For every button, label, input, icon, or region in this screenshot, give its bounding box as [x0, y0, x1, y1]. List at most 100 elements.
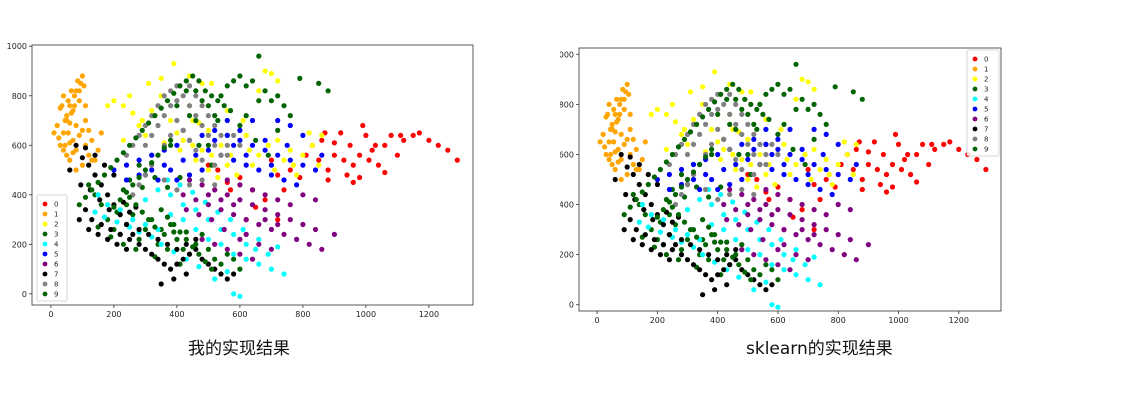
scatter-point-cluster-4	[781, 267, 787, 273]
scatter-point-cluster-3	[781, 91, 787, 97]
scatter-point-cluster-5	[249, 117, 256, 124]
scatter-point-cluster-2	[793, 161, 799, 168]
scatter-point-cluster-4	[253, 246, 259, 252]
scatter-point-cluster-3	[212, 113, 218, 119]
scatter-point-cluster-6	[775, 207, 781, 213]
scatter-point-cluster-5	[769, 166, 775, 173]
scatter-point-cluster-0	[901, 156, 908, 163]
legend-label-0: 0	[984, 56, 988, 64]
scatter-point-cluster-9	[654, 214, 660, 220]
scatter-point-cluster-6	[243, 231, 249, 237]
scatter-point-cluster-7	[672, 242, 679, 248]
scatter-point-cluster-8	[709, 111, 715, 117]
scatter-point-cluster-1	[89, 137, 95, 143]
scatter-point-cluster-7	[666, 257, 672, 263]
scatter-point-cluster-6	[237, 251, 243, 257]
scatter-point-cluster-7	[769, 282, 775, 288]
scatter-point-cluster-2	[177, 147, 183, 153]
scatter-point-cluster-6	[751, 196, 757, 203]
scatter-point-cluster-4	[736, 274, 742, 280]
y-tick-label: 400	[560, 201, 574, 210]
scatter-point-cluster-7	[757, 282, 763, 288]
scatter-point-cluster-2	[246, 147, 252, 153]
scatter-point-cluster-7	[642, 232, 648, 238]
scatter-point-cluster-0	[905, 151, 911, 158]
scatter-point-cluster-6	[793, 232, 799, 238]
legend-marker-3	[42, 231, 48, 237]
scatter-point-cluster-1	[56, 135, 62, 141]
scatter-point-cluster-1	[75, 78, 81, 84]
scatter-point-cluster-3	[243, 83, 249, 89]
scatter-point-cluster-2	[772, 181, 778, 188]
scatter-point-cluster-2	[709, 126, 715, 132]
legend-label-4: 4	[54, 241, 59, 249]
scatter-point-cluster-2	[224, 162, 230, 168]
scatter-point-cluster-1	[620, 86, 626, 92]
scatter-point-cluster-5	[751, 146, 757, 152]
scatter-point-cluster-2	[268, 70, 274, 77]
scatter-point-cluster-6	[218, 207, 224, 213]
scatter-point-cluster-9	[127, 142, 133, 148]
scatter-point-cluster-8	[727, 191, 733, 198]
scatter-point-cluster-3	[787, 86, 793, 92]
scatter-point-cluster-3	[183, 229, 189, 235]
scatter-point-cluster-7	[715, 257, 721, 263]
axes-frame	[31, 44, 474, 306]
x-tick-label: 1000	[356, 310, 376, 319]
scatter-point-cluster-4	[721, 212, 727, 218]
scatter-point-cluster-6	[781, 242, 787, 248]
scatter-point-cluster-1	[603, 151, 609, 158]
scatter-point-cluster-2	[739, 156, 745, 163]
scatter-point-cluster-3	[703, 242, 709, 248]
scatter-point-cluster-1	[609, 126, 615, 132]
scatter-point-cluster-4	[757, 252, 763, 258]
scatter-point-cluster-1	[60, 147, 67, 153]
scatter-point-cluster-6	[249, 256, 256, 262]
scatter-point-cluster-3	[793, 106, 799, 112]
scatter-point-cluster-4	[718, 191, 724, 198]
legend-label-6: 6	[54, 261, 59, 269]
scatter-point-cluster-2	[130, 110, 136, 116]
scatter-point-cluster-3	[757, 101, 763, 107]
scatter-point-cluster-2	[748, 89, 754, 95]
scatter-point-cluster-5	[769, 151, 775, 158]
scatter-point-cluster-6	[281, 231, 287, 237]
scatter-point-cluster-9	[202, 88, 208, 94]
scatter-point-cluster-9	[82, 194, 89, 200]
scatter-point-cluster-9	[209, 266, 215, 272]
y-tick-label: 800	[12, 92, 27, 101]
scatter-point-cluster-4	[645, 224, 651, 230]
scatter-point-cluster-3	[205, 142, 211, 148]
scatter-point-cluster-2	[190, 142, 196, 148]
scatter-point-cluster-0	[388, 132, 394, 138]
scatter-point-cluster-8	[703, 101, 709, 107]
scatter-point-cluster-6	[294, 236, 300, 242]
scatter-point-cluster-7	[650, 217, 656, 223]
scatter-point-cluster-3	[642, 212, 648, 218]
scatter-point-cluster-3	[180, 246, 186, 252]
scatter-point-cluster-3	[832, 84, 838, 90]
scatter-point-cluster-1	[73, 167, 79, 173]
scatter-point-cluster-1	[611, 139, 617, 145]
x-tick-label: 1000	[888, 316, 908, 325]
scatter-point-cluster-4	[92, 209, 98, 215]
scatter-point-cluster-2	[149, 108, 155, 114]
scatter-point-cluster-2	[805, 79, 811, 85]
scatter-point-cluster-5	[739, 176, 745, 183]
legend-marker-2	[42, 221, 48, 227]
scatter-point-cluster-9	[706, 106, 712, 112]
scatter-point-cluster-5	[186, 172, 193, 178]
scatter-point-cluster-6	[763, 201, 769, 208]
scatter-point-cluster-8	[199, 103, 205, 109]
scatter-point-cluster-9	[171, 221, 177, 228]
scatter-point-cluster-5	[799, 146, 805, 152]
legend-marker-2	[972, 76, 978, 82]
scatter-point-cluster-8	[174, 117, 180, 124]
scatter-point-cluster-5	[268, 162, 274, 168]
scatter-point-cluster-9	[742, 96, 748, 102]
scatter-point-cluster-3	[775, 81, 781, 87]
scatter-point-cluster-6	[231, 202, 237, 208]
scatter-point-cluster-7	[108, 226, 114, 233]
scatter-point-cluster-8	[751, 151, 757, 158]
scatter-point-cluster-3	[142, 226, 148, 233]
